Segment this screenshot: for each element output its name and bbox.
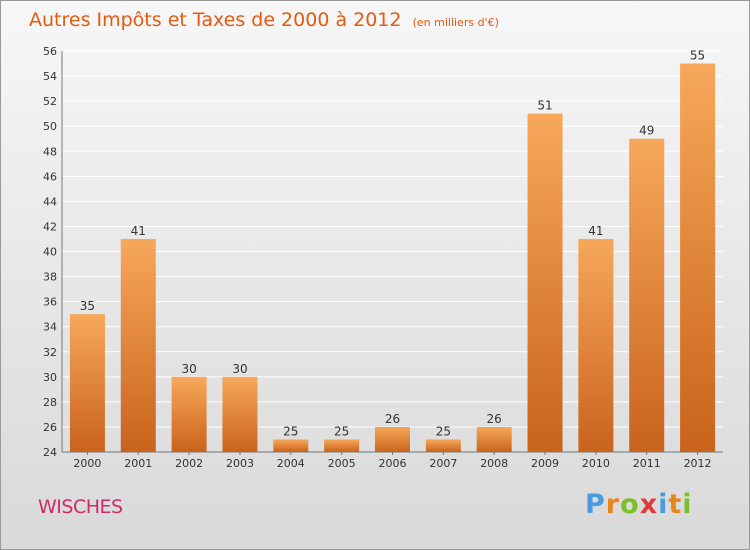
x-tick-label: 2000 — [73, 457, 101, 470]
x-tick-label: 2008 — [480, 457, 508, 470]
title-row: Autres Impôts et Taxes de 2000 à 2012 (e… — [29, 9, 499, 31]
x-tick-label: 2006 — [379, 457, 407, 470]
bar-value-label: 25 — [436, 424, 451, 438]
bar — [680, 63, 716, 452]
logo-letter: i — [682, 489, 693, 520]
bar — [69, 314, 105, 452]
bar — [375, 426, 410, 452]
x-tick-label: 2011 — [633, 457, 661, 470]
y-tick-label: 30 — [43, 371, 57, 384]
place-name: WISCHES — [38, 496, 123, 518]
x-tick-label: 2007 — [429, 457, 457, 470]
bar — [629, 138, 665, 452]
logo-letter: P — [585, 489, 606, 520]
y-tick-label: 38 — [43, 271, 57, 284]
y-tick-label: 28 — [43, 396, 57, 409]
bar-value-label: 55 — [690, 49, 705, 63]
logo-letter: t — [668, 489, 683, 520]
logo-letter: o — [620, 489, 640, 520]
bar-value-label: 30 — [181, 362, 196, 376]
y-tick-label: 26 — [43, 421, 57, 434]
y-tick-label: 40 — [43, 246, 57, 259]
bar — [578, 238, 614, 452]
x-tick-label: 2001 — [124, 457, 152, 470]
y-tick-label: 44 — [43, 195, 57, 208]
x-tick-label: 2004 — [277, 457, 305, 470]
x-tick-label: 2003 — [226, 457, 254, 470]
grid-layer — [61, 50, 723, 455]
proxiti-logo: Proxiti — [585, 489, 693, 520]
bar-value-label: 26 — [487, 412, 502, 426]
logo-letter: r — [605, 489, 621, 520]
x-tick-label: 2002 — [175, 457, 203, 470]
logo-letter: x — [639, 489, 659, 520]
y-tick-label: 48 — [43, 145, 57, 158]
y-tick-label: 42 — [43, 220, 57, 233]
y-tick-label: 36 — [43, 296, 57, 309]
bar-value-label: 35 — [80, 299, 95, 313]
bar-value-label: 51 — [537, 99, 552, 113]
bar-value-label: 26 — [385, 412, 400, 426]
chart-subtitle: (en milliers d'€) — [412, 16, 499, 29]
bar — [324, 439, 360, 452]
logo-letter: i — [658, 489, 669, 520]
bar — [171, 376, 207, 452]
y-tick-label: 56 — [43, 45, 57, 58]
x-tick-label: 2010 — [582, 457, 610, 470]
y-tick-label: 46 — [43, 170, 57, 183]
bar-value-label: 41 — [131, 224, 146, 238]
bar-value-label: 41 — [588, 224, 603, 238]
chart-title: Autres Impôts et Taxes de 2000 à 2012 — [29, 9, 402, 31]
bar-value-label: 30 — [232, 362, 247, 376]
bar-value-label: 49 — [639, 124, 654, 138]
x-tick-label: 2012 — [684, 457, 712, 470]
bar — [425, 439, 461, 452]
y-tick-label: 54 — [43, 70, 57, 83]
bar-value-label: 25 — [334, 424, 349, 438]
y-tick-label: 34 — [43, 321, 57, 334]
y-tick-label: 50 — [43, 120, 57, 133]
y-tick-label: 24 — [43, 446, 57, 459]
bar — [476, 426, 512, 452]
x-tick-label: 2005 — [328, 457, 356, 470]
label-layer: 24 26 28 30 32 34 36 38 40 42 44 46 48 50 52 54 56 35 2000… — [43, 45, 712, 470]
y-tick-label: 32 — [43, 346, 57, 359]
bar — [120, 238, 156, 452]
bar — [273, 439, 309, 452]
bar — [527, 113, 563, 452]
bar — [222, 376, 258, 452]
y-tick-label: 52 — [43, 95, 57, 108]
x-tick-label: 2009 — [531, 457, 559, 470]
bar-layer — [69, 63, 716, 452]
bar-value-label: 25 — [283, 424, 298, 438]
